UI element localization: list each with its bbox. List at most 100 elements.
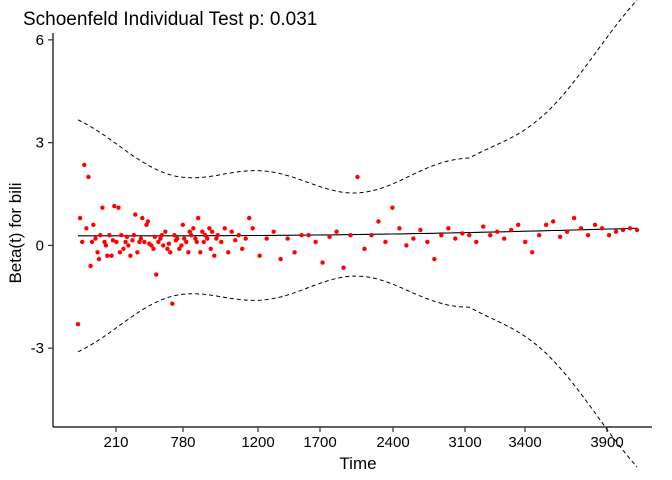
data-point <box>634 227 640 233</box>
x-tick-label: 3400 <box>508 434 541 451</box>
data-point <box>168 250 173 255</box>
data-point <box>89 239 95 245</box>
data-point <box>79 239 85 245</box>
data-point <box>175 236 180 241</box>
data-point <box>105 253 110 258</box>
data-point <box>564 229 570 234</box>
data-point <box>606 232 612 238</box>
data-point <box>187 229 192 234</box>
data-point <box>202 232 208 238</box>
data-point <box>77 215 83 221</box>
data-point <box>627 226 633 231</box>
data-point <box>229 229 234 234</box>
data-point <box>180 222 186 228</box>
data-point <box>592 222 598 228</box>
data-point <box>200 229 205 234</box>
data-point <box>355 174 360 180</box>
data-point <box>313 239 318 245</box>
data-point <box>418 227 423 233</box>
data-point <box>98 232 103 238</box>
data-point <box>557 234 563 240</box>
data-point <box>182 236 187 241</box>
data-point <box>425 239 430 245</box>
data-point <box>306 232 311 238</box>
data-point <box>212 253 217 258</box>
data-point <box>161 243 166 248</box>
data-point <box>114 239 119 245</box>
data-point <box>299 232 304 238</box>
data-point <box>194 239 199 245</box>
data-point <box>383 239 388 245</box>
data-point <box>109 253 114 258</box>
data-point <box>488 232 493 238</box>
data-point <box>133 212 138 217</box>
x-tick-label: 2400 <box>376 434 409 451</box>
x-tick-label: 210 <box>103 434 128 451</box>
data-point <box>205 236 210 241</box>
data-point <box>369 232 374 238</box>
data-point <box>208 246 213 252</box>
x-tick-label: 1200 <box>241 434 274 451</box>
data-point <box>348 232 353 238</box>
y-axis-ticks: 6 3 0 -3 <box>31 32 53 357</box>
data-point <box>341 265 346 270</box>
x-axis-ticks: 210 780 1200 1700 2400 3100 3400 3900 <box>103 427 624 451</box>
data-point <box>446 226 451 231</box>
data-point <box>550 219 556 224</box>
data-point <box>158 236 163 241</box>
data-point <box>151 246 156 252</box>
data-point <box>156 239 161 245</box>
data-point <box>226 250 231 255</box>
y-tick-label: -3 <box>31 340 44 357</box>
data-point <box>93 236 98 241</box>
data-point <box>159 232 165 238</box>
data-point <box>327 234 332 240</box>
data-point <box>112 203 117 209</box>
data-point <box>257 253 262 258</box>
data-point <box>149 243 154 248</box>
data-point <box>536 232 542 238</box>
data-point <box>172 232 177 238</box>
data-point <box>214 236 219 241</box>
data-point <box>195 215 201 221</box>
data-point <box>481 224 486 229</box>
data-point <box>620 227 626 233</box>
confidence-bands <box>77 0 638 468</box>
data-point <box>191 226 196 231</box>
data-point <box>144 222 149 228</box>
data-point <box>131 232 137 238</box>
data-point <box>116 205 121 210</box>
data-point <box>613 229 619 234</box>
data-point <box>320 260 325 265</box>
data-point <box>86 174 91 180</box>
data-point <box>165 246 170 252</box>
data-point <box>123 239 128 245</box>
data-point <box>219 239 224 245</box>
data-point <box>126 243 131 248</box>
data-point <box>166 241 172 246</box>
data-point <box>523 239 528 245</box>
data-point <box>145 219 151 224</box>
data-point <box>585 232 591 238</box>
data-point <box>163 229 168 234</box>
data-point <box>578 226 584 231</box>
data-point <box>135 250 140 255</box>
data-point <box>91 222 96 228</box>
data-point <box>82 162 87 168</box>
data-point <box>177 246 182 252</box>
y-axis-label: Beta(t) for bili <box>6 182 25 283</box>
data-point <box>271 229 276 234</box>
data-point <box>154 272 159 277</box>
chart-title: Schoenfeld Individual Test p: 0.031 <box>23 9 317 30</box>
data-point <box>411 236 416 241</box>
data-point <box>142 239 147 245</box>
lower-confidence-band <box>77 275 638 468</box>
y-tick-label: 6 <box>36 32 44 49</box>
data-point <box>250 226 255 231</box>
data-point <box>599 226 605 231</box>
axes <box>52 33 652 428</box>
x-tick-label: 3100 <box>448 434 481 451</box>
data-point <box>460 231 465 236</box>
data-point <box>88 263 93 269</box>
data-point <box>84 226 89 231</box>
